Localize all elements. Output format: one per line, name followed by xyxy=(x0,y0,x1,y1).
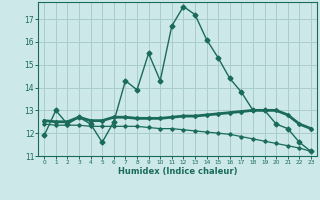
X-axis label: Humidex (Indice chaleur): Humidex (Indice chaleur) xyxy=(118,167,237,176)
